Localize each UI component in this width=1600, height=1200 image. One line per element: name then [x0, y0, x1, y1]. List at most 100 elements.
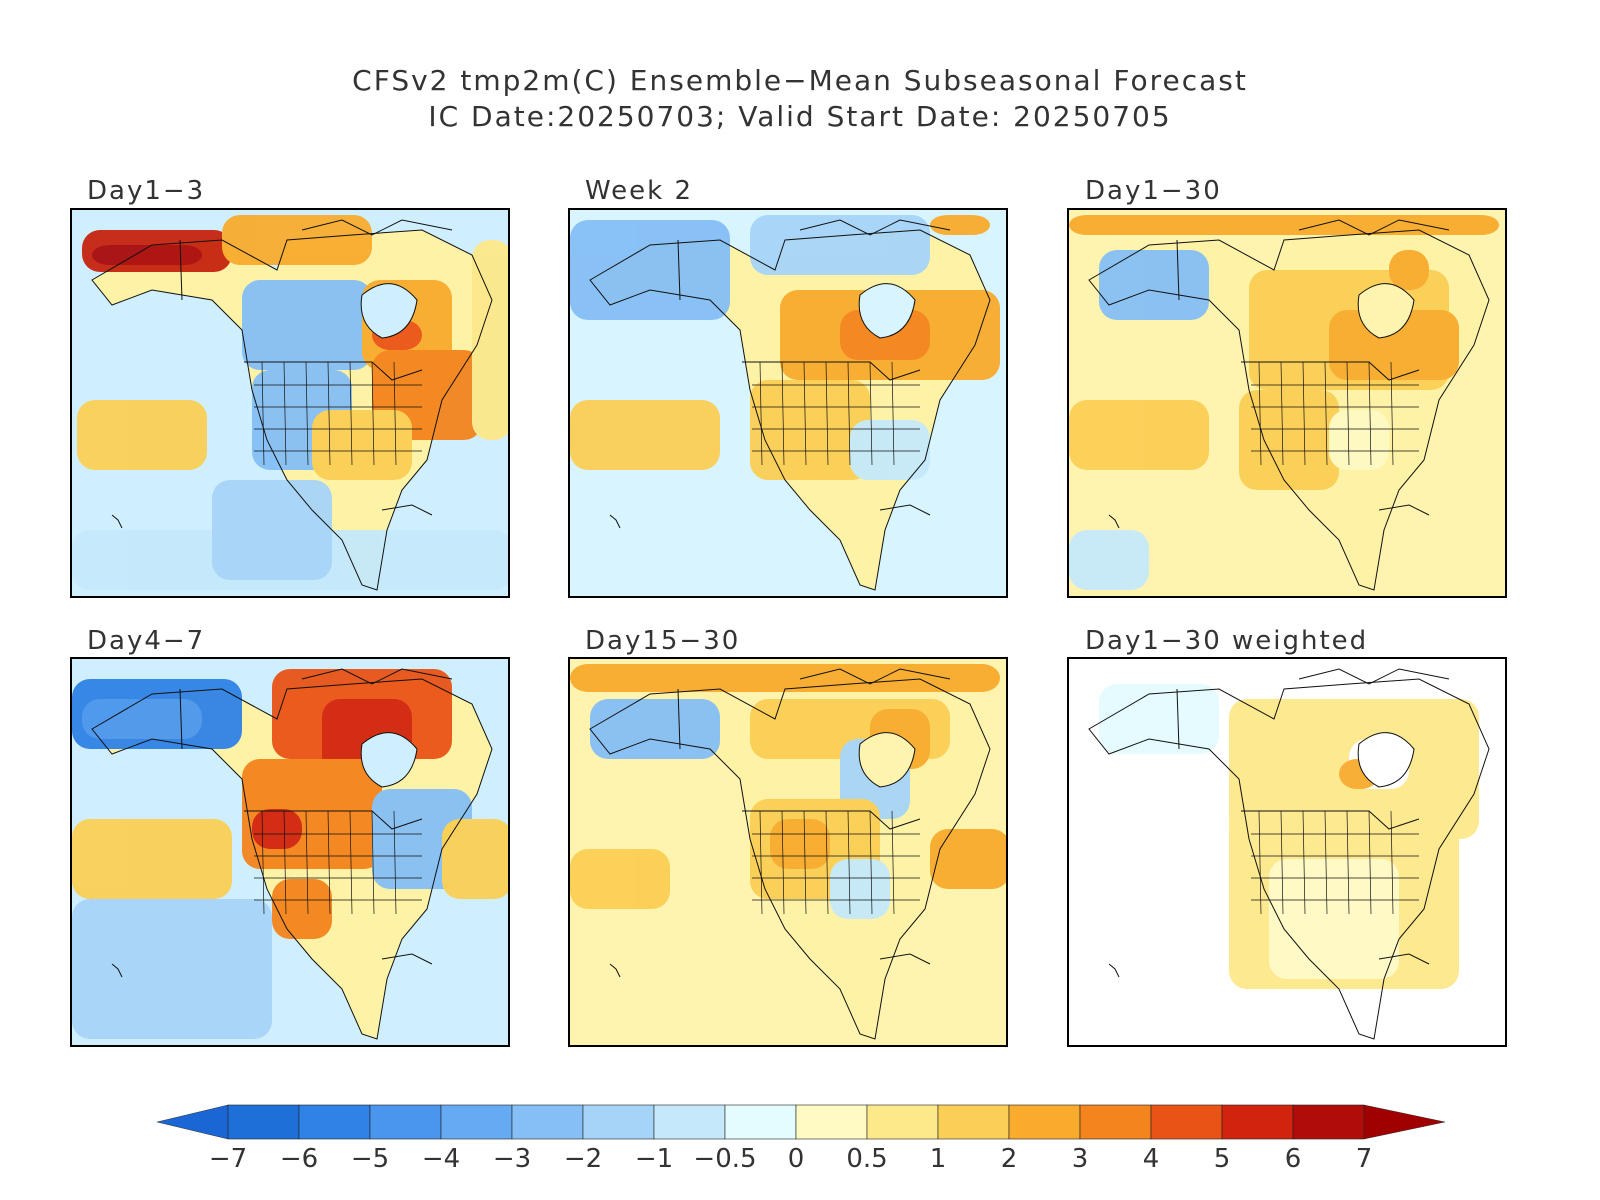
colorbar-swatch: [1150, 1104, 1223, 1140]
colorbar-tick-label: 7: [1356, 1144, 1373, 1174]
hudson-bay: [858, 283, 916, 339]
arctic-islands: [301, 668, 453, 685]
us-canada-border: [244, 810, 423, 830]
hudson-bay: [360, 732, 418, 788]
anomaly-cell: [590, 699, 720, 759]
anomaly-cell: [770, 819, 830, 869]
colorbar-tick-label: −5: [351, 1144, 389, 1174]
hawaii-islands: [1108, 963, 1120, 978]
arctic-islands: [1298, 219, 1450, 236]
state-line: [349, 361, 353, 466]
state-line: [1324, 361, 1328, 466]
chart-title: CFSv2 tmp2m(C) Ensemble−Mean Subseasonal…: [352, 64, 1248, 97]
anomaly-cell: [1389, 250, 1429, 290]
anomaly-cell: [570, 320, 720, 400]
anomaly-cell: [472, 240, 508, 440]
colorbar-swatch: [653, 1104, 726, 1140]
colorbar-swatch: [724, 1104, 797, 1140]
hudson-bay: [360, 283, 418, 339]
state-line: [1302, 810, 1306, 915]
anomaly-cell: [272, 879, 332, 939]
anomaly-cell: [750, 380, 870, 480]
anomaly-cell: [570, 400, 720, 470]
anomaly-layer: [72, 669, 508, 1039]
state-line: [261, 810, 265, 915]
hudson-bay: [1357, 732, 1415, 788]
colorbar-tick-label: −0.5: [693, 1144, 756, 1174]
state-line: [393, 361, 397, 466]
alaska-border: [677, 239, 681, 301]
hawaii-islands: [111, 514, 123, 529]
caribbean-islands: [879, 953, 931, 965]
colorbar-swatch: [1008, 1104, 1081, 1140]
hawaii-islands: [609, 514, 621, 529]
state-line: [847, 810, 851, 915]
state-lines: [752, 361, 920, 466]
anomaly-cell: [212, 480, 332, 580]
anomaly-cell: [1329, 410, 1389, 470]
anomaly-layer: [570, 215, 1000, 480]
us-canada-border: [244, 361, 423, 381]
state-line: [781, 361, 785, 466]
us-canada-border: [1241, 361, 1420, 381]
state-line: [1390, 361, 1394, 466]
colorbar-tick-label: 0.5: [846, 1144, 887, 1174]
state-lines: [1251, 810, 1419, 915]
colorbar-tick-label: −2: [564, 1144, 602, 1174]
anomaly-cell: [750, 215, 930, 275]
anomaly-cell: [312, 410, 412, 480]
arctic-islands: [799, 219, 951, 236]
map-panel-week2: [568, 208, 1008, 598]
state-line: [1368, 361, 1372, 466]
state-line: [327, 361, 331, 466]
hawaii-islands: [1108, 514, 1120, 529]
alaska-border: [1176, 688, 1180, 750]
panel-label-day15-30: Day15−30: [585, 626, 741, 656]
state-line: [891, 810, 895, 915]
caribbean-islands: [381, 953, 433, 965]
state-line: [1302, 361, 1306, 466]
state-line: [305, 361, 309, 466]
colorbar-swatch: [440, 1104, 513, 1140]
state-line: [371, 810, 375, 915]
arctic-islands: [301, 219, 453, 236]
anomaly-cell: [242, 280, 372, 370]
colorbar-tick-label: 6: [1285, 1144, 1302, 1174]
caribbean-islands: [1378, 953, 1430, 965]
anomaly-cell: [930, 215, 990, 235]
chart-subtitle: IC Date:20250703; Valid Start Date: 2025…: [428, 100, 1172, 133]
colorbar-swatch: [582, 1104, 655, 1140]
colorbar-tick-label: −6: [280, 1144, 318, 1174]
state-line: [891, 361, 895, 466]
colorbar-tick-label: 5: [1214, 1144, 1231, 1174]
map-panel-day15-30: [568, 657, 1008, 1047]
hawaii-islands: [609, 963, 621, 978]
colorbar-tick-label: 3: [1072, 1144, 1089, 1174]
anomaly-cell: [72, 899, 272, 1039]
state-line: [847, 361, 851, 466]
map-svg: [1069, 659, 1505, 1045]
colorbar-tick-label: 1: [930, 1144, 947, 1174]
state-line: [283, 810, 287, 915]
us-canada-border: [742, 361, 921, 381]
state-line: [327, 810, 331, 915]
coastline: [589, 678, 991, 1040]
coastline: [91, 229, 493, 591]
panel-label-week2: Week 2: [585, 176, 694, 206]
state-lines: [1251, 361, 1419, 466]
state-lines: [254, 361, 422, 466]
anomaly-cell: [72, 819, 232, 899]
state-line: [261, 361, 265, 466]
map-panel-day1-30: [1067, 208, 1507, 598]
state-line: [1258, 361, 1262, 466]
state-line: [1346, 361, 1350, 466]
state-line: [759, 810, 763, 915]
colorbar-low-arrow: [156, 1104, 229, 1140]
state-line: [1390, 810, 1394, 915]
anomaly-cell: [92, 245, 202, 265]
anomaly-cell: [850, 420, 930, 480]
colorbar-swatch: [1079, 1104, 1152, 1140]
state-lines: [254, 810, 422, 915]
colorbar-tick-label: −1: [635, 1144, 673, 1174]
arctic-islands: [799, 668, 951, 685]
